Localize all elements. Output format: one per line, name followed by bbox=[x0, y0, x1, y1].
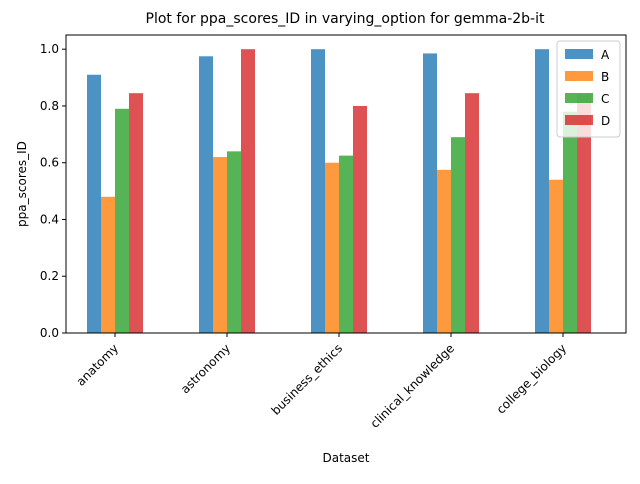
x-axis-label: Dataset bbox=[323, 451, 370, 465]
x-axis-ticks: anatomy astronomy business_ethics clinical_… bbox=[74, 333, 569, 431]
x-tick-label: clinical_knowledge bbox=[368, 341, 457, 430]
y-axis-label: ppa_scores_ID bbox=[15, 141, 29, 227]
bars-layer bbox=[87, 49, 591, 334]
bar-D-anatomy bbox=[129, 93, 143, 333]
legend-swatch-A bbox=[565, 49, 593, 59]
bar-A-clinical_knowledge bbox=[423, 53, 437, 333]
legend-box bbox=[556, 40, 621, 138]
bar-C-clinical_knowledge bbox=[451, 137, 465, 333]
legend-label-B: B bbox=[601, 70, 609, 84]
x-tick-label: anatomy bbox=[74, 341, 121, 388]
bar-C-business_ethics bbox=[339, 155, 353, 333]
legend-label-D: D bbox=[601, 114, 610, 128]
bar-D-college_biology bbox=[577, 94, 591, 333]
bar-C-college_biology bbox=[563, 111, 577, 333]
legend-swatch-B bbox=[565, 71, 593, 81]
bar-D-business_ethics bbox=[353, 105, 367, 333]
bar-D-clinical_knowledge bbox=[465, 93, 479, 333]
y-tick-label: 0.0 bbox=[40, 326, 59, 340]
bar-B-anatomy bbox=[101, 196, 115, 333]
bar-A-college_biology bbox=[535, 49, 549, 333]
chart-title: Plot for ppa_scores_ID in varying_option… bbox=[146, 11, 545, 27]
y-tick-label: 0.8 bbox=[40, 99, 59, 113]
y-tick-label: 0.4 bbox=[40, 212, 59, 226]
x-tick-label: astronomy bbox=[178, 341, 233, 396]
bar-A-anatomy bbox=[87, 74, 101, 333]
bar-C-astronomy bbox=[227, 151, 241, 333]
y-tick-label: 0.6 bbox=[40, 156, 59, 170]
legend-label-A: A bbox=[601, 48, 610, 62]
bar-B-college_biology bbox=[549, 179, 563, 333]
y-tick-label: 1.0 bbox=[40, 42, 59, 56]
legend-swatch-D bbox=[565, 115, 593, 125]
bar-B-business_ethics bbox=[325, 162, 339, 333]
y-tick-label: 0.2 bbox=[40, 269, 59, 283]
x-tick-label: business_ethics bbox=[269, 341, 346, 418]
bar-C-anatomy bbox=[115, 108, 129, 334]
bar-B-astronomy bbox=[213, 157, 227, 333]
plot-frame bbox=[65, 34, 627, 334]
legend-swatch-C bbox=[565, 93, 593, 103]
bar-A-business_ethics bbox=[311, 49, 325, 333]
bar-B-clinical_knowledge bbox=[437, 169, 451, 333]
y-axis-ticks: 0.0 0.2 0.4 0.6 0.8 1.0 bbox=[40, 42, 66, 340]
bar-A-astronomy bbox=[199, 56, 213, 334]
bar-D-astronomy bbox=[241, 49, 255, 333]
legend-label-C: C bbox=[601, 92, 609, 106]
x-tick-label: college_biology bbox=[494, 341, 569, 416]
